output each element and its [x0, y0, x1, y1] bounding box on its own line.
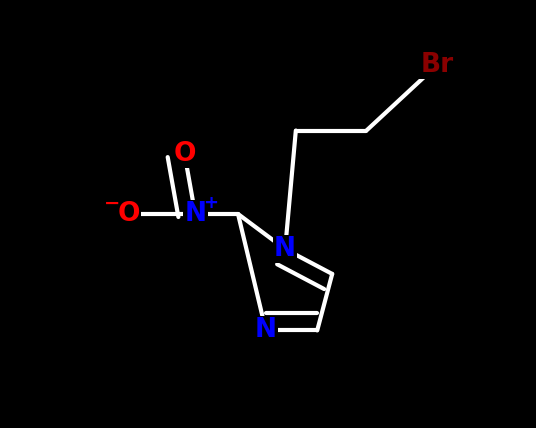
- Text: N: N: [184, 201, 206, 227]
- Text: O: O: [117, 201, 140, 227]
- Text: N: N: [274, 236, 296, 262]
- Text: −: −: [105, 194, 121, 213]
- Text: O: O: [173, 141, 196, 167]
- Text: N: N: [255, 318, 277, 343]
- Text: Br: Br: [421, 52, 453, 78]
- Text: +: +: [203, 194, 218, 212]
